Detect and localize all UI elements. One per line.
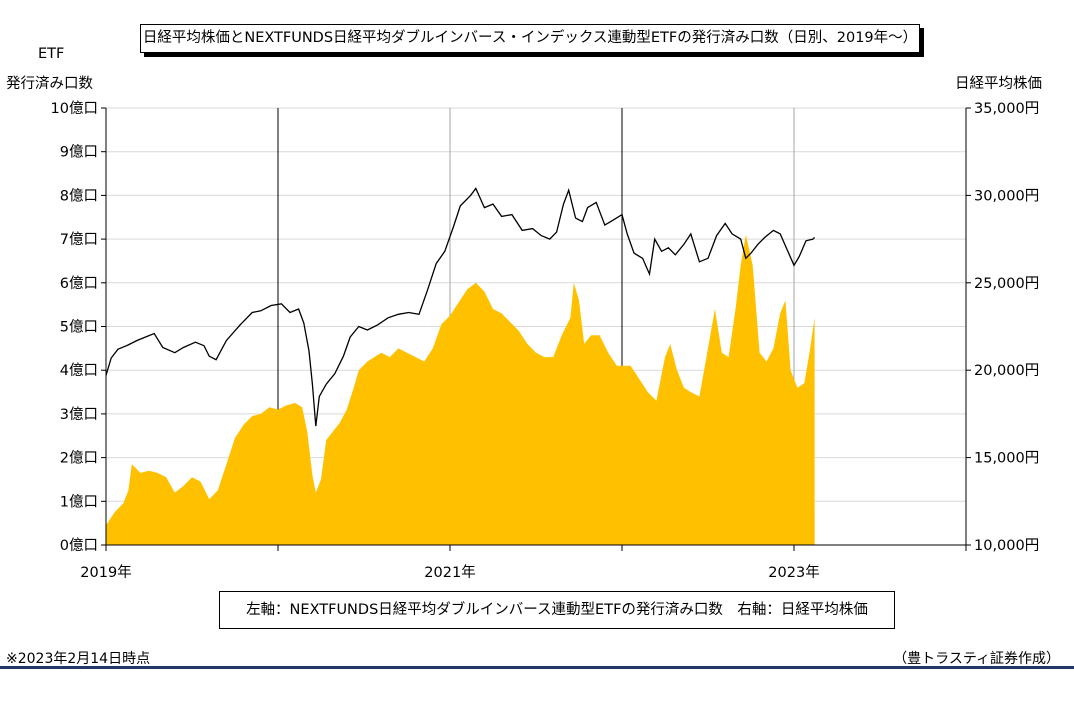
x-axis-ticks: 2019年 2021年 2023年 [80, 545, 967, 581]
nikkei-line-layer [105, 187, 816, 427]
left-tick-label: 3億口 [60, 406, 98, 423]
footnote: ※2023年2月14日時点 [6, 651, 151, 667]
left-tick-label: 8億口 [60, 187, 98, 204]
nikkei-line [105, 187, 816, 427]
chart-title: 日経平均株価とNEXTFUNDS日経平均ダブルインバース・インデックス連動型ET… [140, 24, 920, 53]
x-tick-label: 2023年 [768, 564, 819, 581]
right-tick-label: 25,000円 [974, 276, 1039, 292]
right-axis-ticks: 10,000円 15,000円 20,000円 25,000円 30,000円 35,00… [966, 101, 1039, 554]
left-tick-label: 4億口 [60, 362, 98, 379]
left-tick-label: 0億口 [60, 537, 98, 554]
left-tick-label: 1億口 [60, 493, 98, 510]
left-axis-title-line1: ETF [38, 46, 65, 62]
left-tick-label: 2億口 [60, 450, 98, 467]
x-tick-label: 2021年 [424, 564, 475, 581]
etf-area-layer [106, 234, 815, 545]
left-tick-label: 9億口 [60, 144, 98, 161]
left-axis-title-line2: 発行済み口数 [6, 76, 93, 92]
left-tick-label: 10億口 [51, 100, 98, 117]
etf-units-area [106, 234, 815, 545]
left-axis-ticks: 0億口 1億口 2億口 3億口 4億口 5億口 6億口 7億口 8億口 9億口 10億口 [51, 100, 106, 554]
left-tick-label: 5億口 [60, 319, 98, 336]
right-axis-title: 日経平均株価 [955, 76, 1042, 92]
right-tick-label: 35,000円 [974, 101, 1039, 117]
bottom-rule [0, 666, 1074, 669]
left-tick-label: 6億口 [60, 275, 98, 292]
x-tick-label: 2019年 [80, 564, 131, 581]
legend: 左軸：NEXTFUNDS日経平均ダブルインバース連動型ETFの発行済み口数 右軸… [219, 591, 895, 629]
left-tick-label: 7億口 [60, 231, 98, 248]
right-tick-label: 30,000円 [974, 188, 1039, 204]
right-tick-label: 10,000円 [974, 538, 1039, 554]
right-tick-label: 20,000円 [974, 363, 1039, 379]
right-tick-label: 15,000円 [974, 451, 1039, 467]
source-credit: （豊トラスティ証券作成） [893, 651, 1060, 667]
